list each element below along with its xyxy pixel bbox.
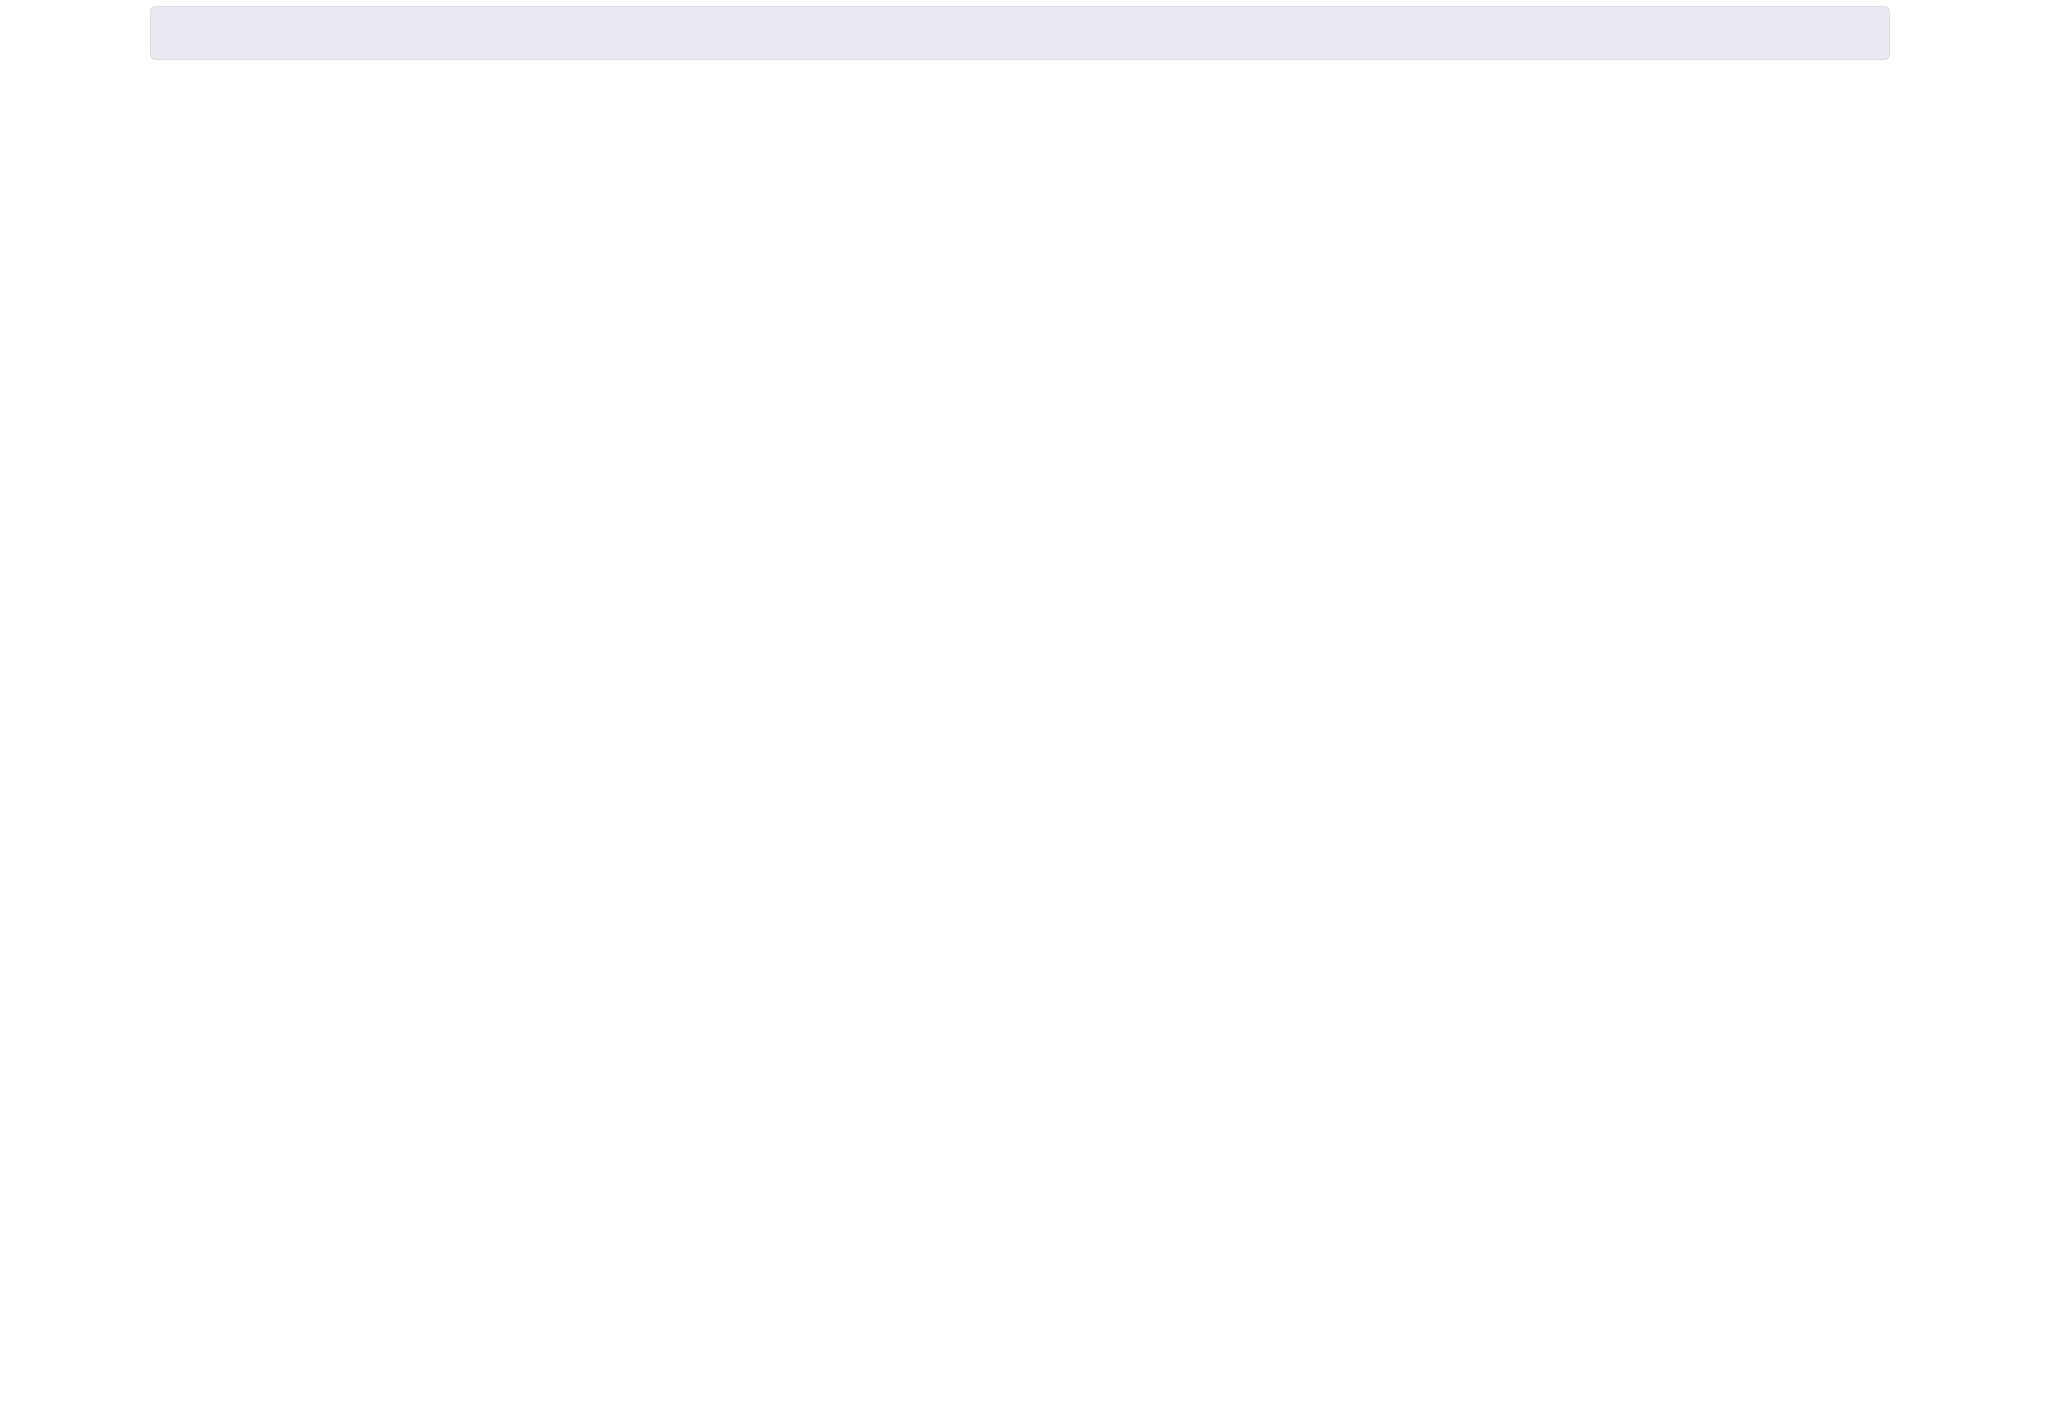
- legend-box: [150, 6, 1890, 60]
- legend-items: [151, 12, 1889, 16]
